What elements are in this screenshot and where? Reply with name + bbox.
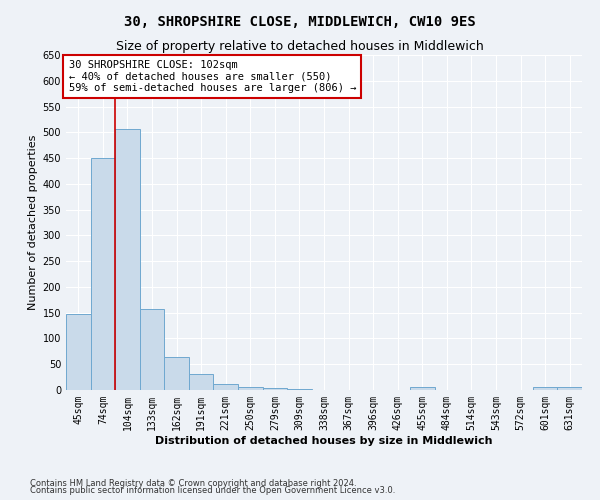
Bar — [115, 128, 140, 390]
Bar — [214, 384, 238, 390]
Bar — [140, 308, 164, 390]
Bar — [410, 388, 434, 390]
Bar — [263, 388, 287, 390]
Text: Size of property relative to detached houses in Middlewich: Size of property relative to detached ho… — [116, 40, 484, 53]
Y-axis label: Number of detached properties: Number of detached properties — [28, 135, 38, 310]
Text: Contains public sector information licensed under the Open Government Licence v3: Contains public sector information licen… — [30, 486, 395, 495]
Bar — [238, 388, 263, 390]
Bar — [164, 356, 189, 390]
X-axis label: Distribution of detached houses by size in Middlewich: Distribution of detached houses by size … — [155, 436, 493, 446]
Text: 30 SHROPSHIRE CLOSE: 102sqm
← 40% of detached houses are smaller (550)
59% of se: 30 SHROPSHIRE CLOSE: 102sqm ← 40% of det… — [68, 60, 356, 93]
Bar — [557, 388, 582, 390]
Bar — [533, 388, 557, 390]
Bar — [189, 374, 214, 390]
Text: Contains HM Land Registry data © Crown copyright and database right 2024.: Contains HM Land Registry data © Crown c… — [30, 478, 356, 488]
Bar — [91, 158, 115, 390]
Bar — [66, 314, 91, 390]
Text: 30, SHROPSHIRE CLOSE, MIDDLEWICH, CW10 9ES: 30, SHROPSHIRE CLOSE, MIDDLEWICH, CW10 9… — [124, 15, 476, 29]
